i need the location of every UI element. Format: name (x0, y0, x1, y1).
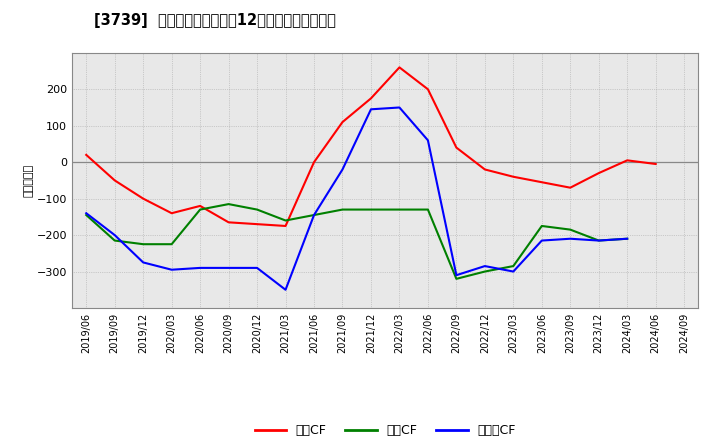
Text: [3739]  キャッシュフローの12か月移動合計の推移: [3739] キャッシュフローの12か月移動合計の推移 (94, 13, 336, 28)
Y-axis label: （百万円）: （百万円） (24, 164, 34, 197)
Legend: 営業CF, 投資CF, フリーCF: 営業CF, 投資CF, フリーCF (250, 419, 521, 440)
